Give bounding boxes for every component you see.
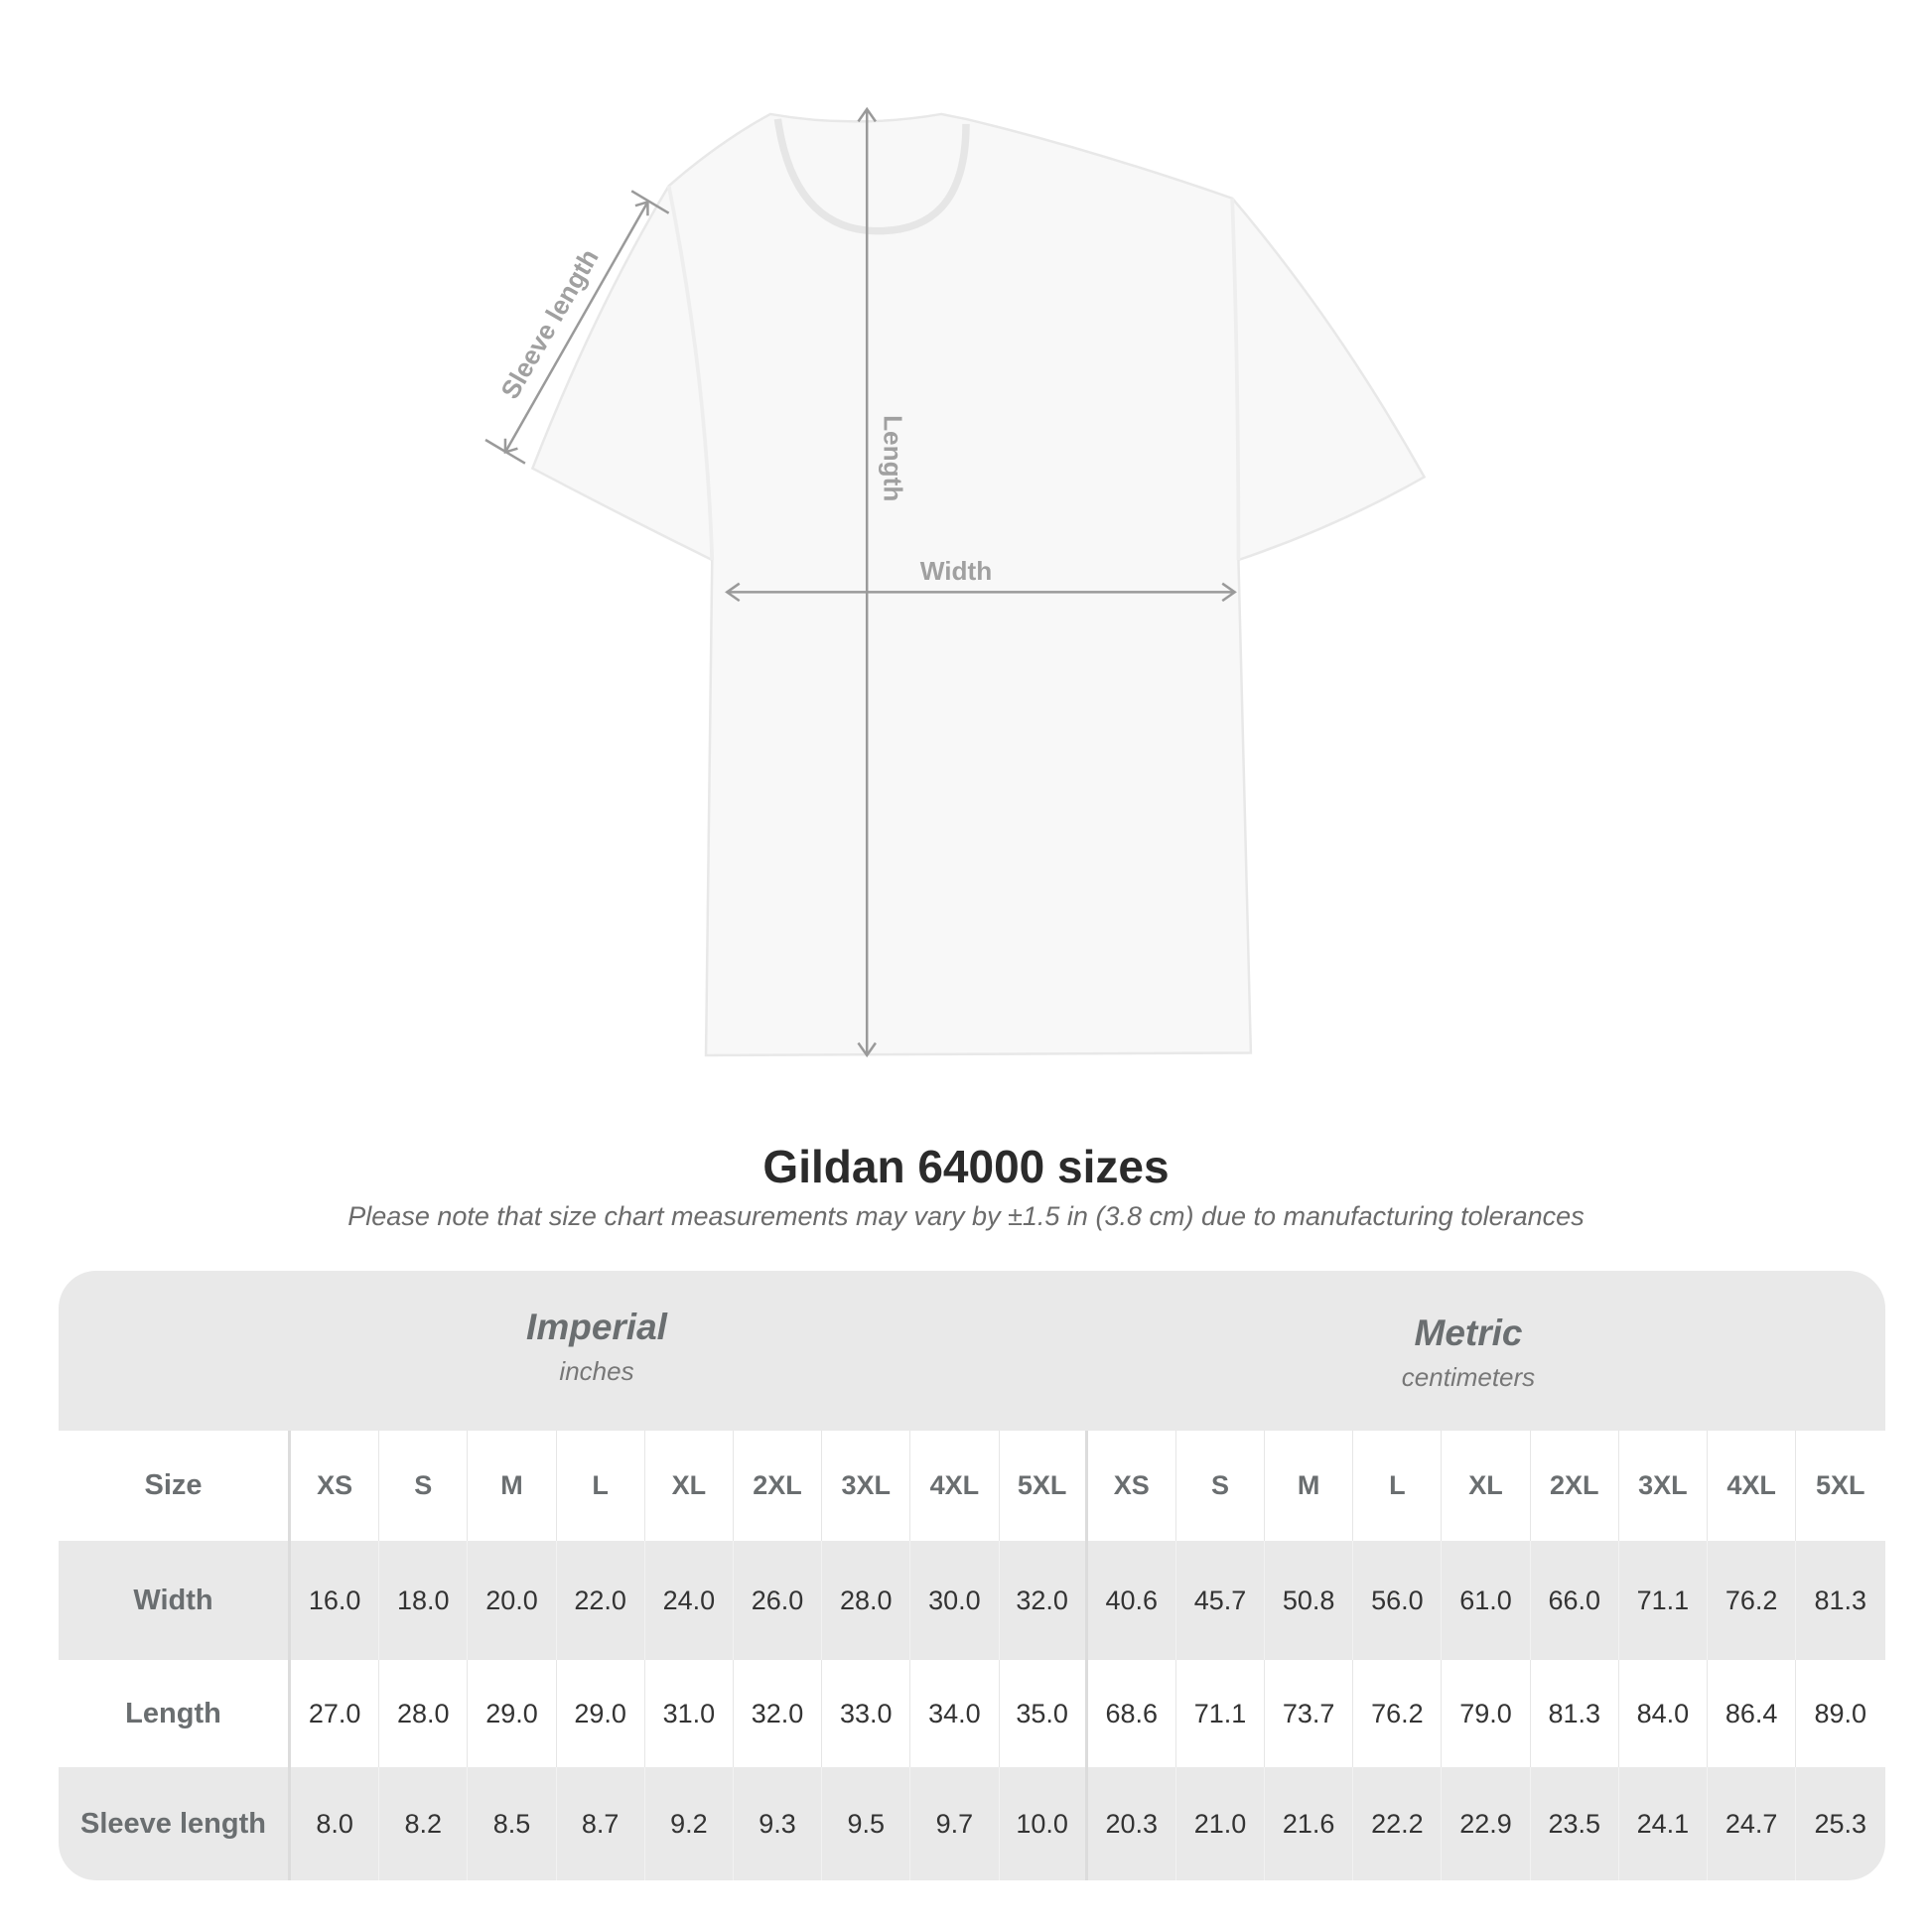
table-cell: 18.0 — [379, 1541, 469, 1660]
table-cell: 8.0 — [291, 1767, 380, 1880]
table-cell: 68.6 — [1088, 1660, 1176, 1767]
table-cell: 81.3 — [1531, 1660, 1619, 1767]
table-cell: 24.1 — [1619, 1767, 1708, 1880]
table-cell: 40.6 — [1088, 1541, 1176, 1660]
table-cell: 26.0 — [734, 1541, 823, 1660]
size-header-cell: M — [1265, 1431, 1354, 1541]
metric-title: Metric — [1414, 1312, 1523, 1353]
size-header-cell: 3XL — [1619, 1431, 1708, 1541]
size-header-cell: M — [468, 1431, 557, 1541]
table-cell: 50.8 — [1265, 1541, 1354, 1660]
imperial-title: Imperial — [526, 1307, 667, 1347]
table-cell: 24.7 — [1708, 1767, 1797, 1880]
table-cell: 20.3 — [1088, 1767, 1176, 1880]
size-row: Size XS S M L XL 2XL 3XL 4XL 5XL XS S M L XL 2XL 3XL 4XL… — [59, 1431, 1885, 1541]
sleeve-arrow — [484, 190, 670, 465]
length-arrow — [857, 106, 877, 1058]
table-cell: 45.7 — [1176, 1541, 1266, 1660]
tshirt-seams — [666, 185, 1241, 561]
size-header-cell: 4XL — [910, 1431, 1000, 1541]
table-cell: 21.6 — [1265, 1767, 1354, 1880]
page-title: Gildan 64000 sizes — [762, 1141, 1170, 1192]
tshirt-diagram: Sleeve length Length Width — [484, 106, 1427, 1058]
size-header-cell: 5XL — [1000, 1431, 1088, 1541]
length-label: Length — [879, 415, 908, 501]
table-cell: 22.2 — [1353, 1767, 1443, 1880]
size-header-cell: 2XL — [1531, 1431, 1619, 1541]
table-cell: 28.0 — [379, 1660, 469, 1767]
imperial-header: Imperial inches — [299, 1307, 895, 1387]
size-header-cell: XS — [1088, 1431, 1176, 1541]
table-row-sleeve-length: Sleeve length 8.0 8.2 8.5 8.7 9.2 9.3 9.5 9.7 10.… — [59, 1767, 1885, 1880]
table-cell: 22.9 — [1442, 1767, 1531, 1880]
table-cell: 28.0 — [822, 1541, 911, 1660]
table-cell: 66.0 — [1531, 1541, 1619, 1660]
table-cell: 81.3 — [1814, 1585, 1867, 1615]
table-row-length: Length 27.0 28.0 29.0 29.0 31.0 32.0 33.0 34.0 35… — [59, 1660, 1885, 1767]
table-cell: 9.5 — [822, 1767, 911, 1880]
row-label: Width — [59, 1541, 291, 1660]
size-header-cell: S — [1176, 1431, 1266, 1541]
table-cell: 31.0 — [645, 1660, 734, 1767]
size-header-cell: S — [379, 1431, 469, 1541]
table-cell: 10.0 — [1000, 1767, 1088, 1880]
table-cell: 84.0 — [1619, 1660, 1708, 1767]
table-cell: 25.3 — [1814, 1808, 1867, 1839]
width-arrow — [725, 582, 1237, 603]
size-header-cell: XS — [291, 1431, 380, 1541]
table-cell: 71.1 — [1176, 1660, 1266, 1767]
table-cell: 30.0 — [910, 1541, 1000, 1660]
table-cell: 8.7 — [557, 1767, 645, 1880]
table-cell: 24.0 — [645, 1541, 734, 1660]
table-cell: 71.1 — [1619, 1541, 1708, 1660]
table-cell: 23.5 — [1531, 1767, 1619, 1880]
row-label: Sleeve length — [59, 1767, 291, 1880]
table-cell: 56.0 — [1353, 1541, 1443, 1660]
size-header-cell: 2XL — [734, 1431, 823, 1541]
table-cell: 76.2 — [1353, 1660, 1443, 1767]
table-cell: 79.0 — [1442, 1660, 1531, 1767]
table-cell: 35.0 — [1000, 1660, 1088, 1767]
metric-unit: centimeters — [1401, 1362, 1536, 1392]
imperial-unit: inches — [559, 1356, 634, 1386]
size-header-cell: L — [557, 1431, 645, 1541]
width-label: Width — [920, 556, 992, 586]
table-header-band: Imperial inches Metric centimeters — [59, 1271, 1885, 1431]
tolerance-note: Please note that size chart measurements… — [347, 1201, 1585, 1231]
table-cell: 27.0 — [291, 1660, 380, 1767]
size-label: Size — [59, 1431, 291, 1541]
table-cell: 73.7 — [1265, 1660, 1354, 1767]
table-cell: 89.0 — [1814, 1698, 1867, 1728]
size-header-cell: XL — [1442, 1431, 1531, 1541]
metric-header: Metric centimeters — [1171, 1312, 1766, 1393]
size-header-cell: 5XL — [1816, 1470, 1865, 1500]
table-cell: 34.0 — [910, 1660, 1000, 1767]
table-cell: 9.7 — [910, 1767, 1000, 1880]
row-label: Length — [59, 1660, 291, 1767]
size-header-cell: 4XL — [1708, 1431, 1797, 1541]
table-cell: 32.0 — [734, 1660, 823, 1767]
size-table: Imperial inches Metric centimeters Size … — [59, 1271, 1885, 1880]
table-cell: 61.0 — [1442, 1541, 1531, 1660]
table-cell: 86.4 — [1708, 1660, 1797, 1767]
table-cell: 20.0 — [468, 1541, 557, 1660]
table-cell: 16.0 — [291, 1541, 380, 1660]
table-cell: 29.0 — [557, 1660, 645, 1767]
table-cell: 76.2 — [1708, 1541, 1797, 1660]
size-header-cell: 3XL — [822, 1431, 911, 1541]
tshirt-image — [530, 112, 1427, 1057]
table-cell: 33.0 — [822, 1660, 911, 1767]
table-cell: 8.2 — [379, 1767, 469, 1880]
size-header-cell: L — [1353, 1431, 1443, 1541]
table-cell: 21.0 — [1176, 1767, 1266, 1880]
table-cell: 9.2 — [645, 1767, 734, 1880]
table-cell: 9.3 — [734, 1767, 823, 1880]
table-cell: 22.0 — [557, 1541, 645, 1660]
size-header-cell: XL — [645, 1431, 734, 1541]
table-cell: 32.0 — [1000, 1541, 1088, 1660]
table-row-width: Width 16.0 18.0 20.0 22.0 24.0 26.0 28.0 30.0 32.… — [59, 1541, 1885, 1660]
table-cell: 29.0 — [468, 1660, 557, 1767]
table-cell: 8.5 — [468, 1767, 557, 1880]
